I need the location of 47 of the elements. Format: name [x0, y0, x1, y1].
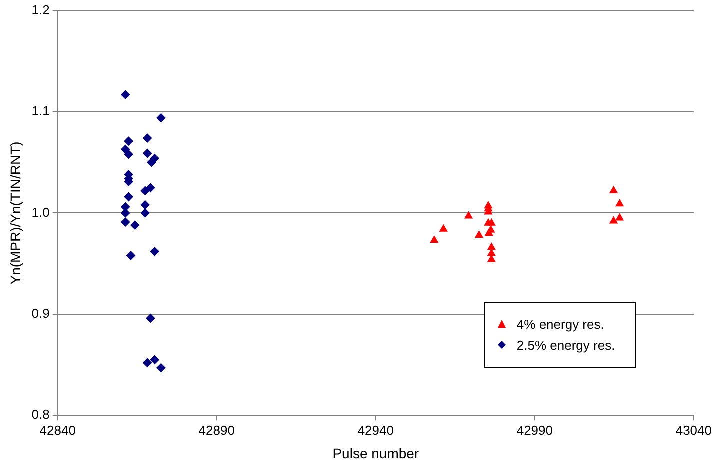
point — [124, 192, 134, 202]
point — [488, 218, 496, 226]
point — [156, 364, 166, 373]
point — [121, 144, 130, 154]
legend-label: 4% energy res. — [516, 316, 604, 332]
point — [488, 249, 496, 256]
y-tick-label: 1.1 — [32, 104, 50, 119]
point — [121, 90, 130, 100]
x-tick-label: 42990 — [516, 422, 553, 438]
point — [616, 200, 624, 207]
point — [464, 212, 473, 219]
x-tick-label: 42940 — [358, 422, 394, 438]
y-tick-label: 0.8 — [32, 407, 50, 422]
point — [143, 358, 152, 368]
point — [616, 214, 624, 221]
point — [430, 236, 438, 244]
point — [610, 216, 618, 224]
point — [124, 150, 134, 160]
point — [610, 186, 618, 194]
x-tick-label: 42890 — [198, 422, 235, 438]
point — [121, 218, 130, 227]
point — [485, 228, 494, 236]
x-axis-title: Pulse number — [332, 445, 420, 462]
point — [140, 186, 150, 196]
point — [124, 136, 134, 146]
point — [130, 220, 140, 230]
y-tick-label: 1.2 — [32, 2, 50, 18]
y-tick-label: 1.0 — [32, 204, 50, 220]
point — [475, 230, 484, 238]
point — [440, 224, 448, 232]
point — [143, 134, 152, 143]
y-tick-label: 0.9 — [32, 306, 50, 321]
x-tick-label: 42840 — [40, 422, 76, 438]
legend-label: 2.5% energy res. — [516, 338, 616, 353]
point — [140, 208, 150, 218]
point — [150, 247, 160, 256]
point — [150, 355, 160, 364]
y-axis-title: Yn(MPR)/Yn(TIN/RNT) — [7, 142, 24, 285]
point — [143, 148, 152, 158]
point — [146, 314, 156, 323]
point — [147, 158, 156, 168]
point — [140, 200, 150, 210]
point — [488, 243, 496, 250]
x-tick-label: 43040 — [676, 422, 712, 438]
point — [488, 255, 496, 262]
point — [126, 251, 136, 260]
point — [156, 114, 166, 123]
